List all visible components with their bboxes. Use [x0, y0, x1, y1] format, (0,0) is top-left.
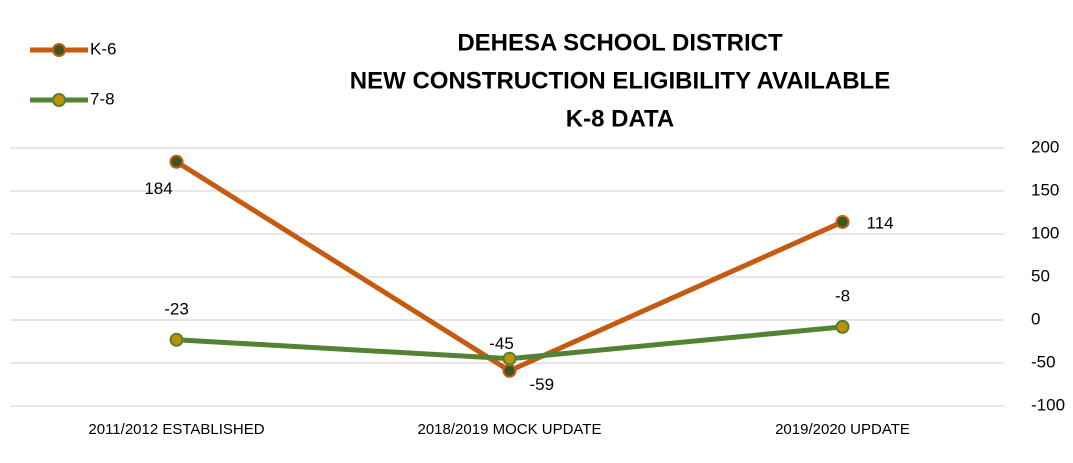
- y-tick-label: -50: [1031, 352, 1056, 371]
- data-point: [835, 319, 850, 334]
- chart-title: K-8 DATA: [566, 105, 674, 132]
- data-point: [169, 154, 184, 169]
- data-point: [502, 351, 517, 366]
- data-point: [169, 332, 184, 347]
- legend-marker: [52, 43, 66, 57]
- y-tick-label: 0: [1031, 309, 1040, 328]
- legend-label: 7-8: [90, 89, 115, 108]
- data-label: 114: [867, 213, 894, 232]
- x-tick-label: 2019/2020 UPDATE: [775, 421, 910, 438]
- y-tick-label: 100: [1031, 223, 1059, 242]
- chart-title: NEW CONSTRUCTION ELIGIBILITY AVAILABLE: [350, 67, 890, 94]
- legend-marker: [52, 93, 66, 107]
- data-label: 184: [144, 179, 172, 198]
- y-tick-label: -100: [1031, 395, 1065, 414]
- data-point: [502, 363, 517, 378]
- chart-title: DEHESA SCHOOL DISTRICT: [457, 29, 783, 56]
- x-tick-label: 2018/2019 MOCK UPDATE: [418, 421, 602, 438]
- data-point: [835, 214, 850, 229]
- data-label: -8: [835, 286, 850, 305]
- data-label: -45: [489, 334, 514, 353]
- y-tick-label: 50: [1031, 266, 1050, 285]
- x-tick-label: 2011/2012 ESTABLISHED: [88, 421, 264, 438]
- legend-label: K-6: [90, 39, 116, 58]
- data-label: -59: [530, 375, 555, 394]
- y-tick-label: 200: [1031, 137, 1059, 156]
- y-tick-label: 150: [1031, 180, 1059, 199]
- data-label: -23: [164, 299, 189, 318]
